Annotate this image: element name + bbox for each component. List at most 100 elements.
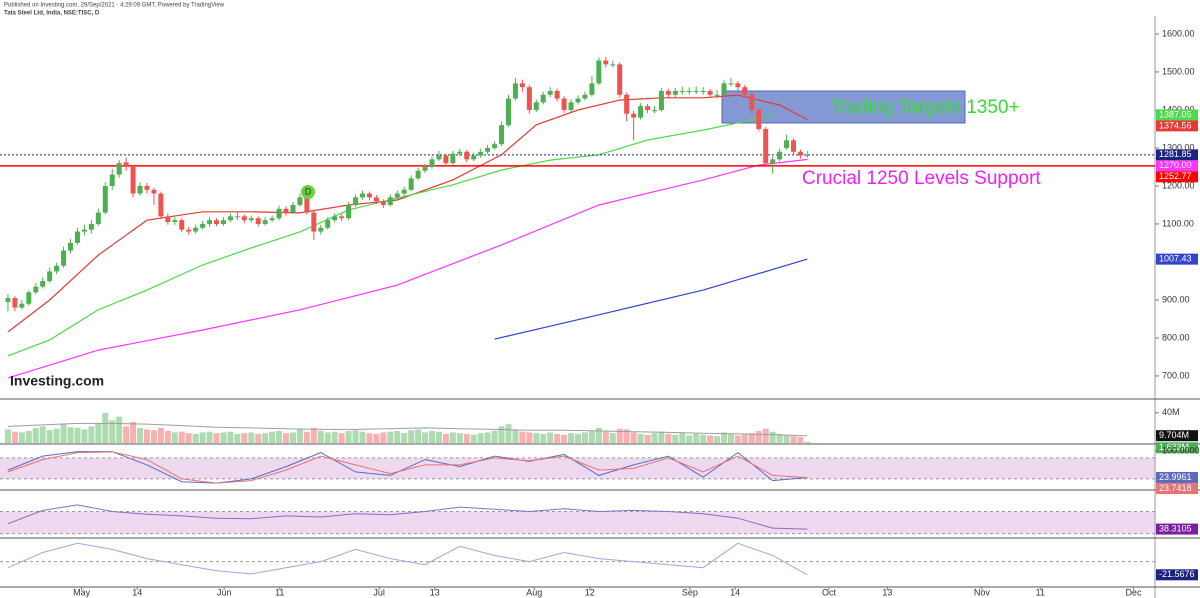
y-tick-label: 1100.00: [1162, 218, 1194, 228]
volume-bar: [651, 433, 658, 443]
volume-bar: [575, 433, 581, 443]
volume-bar: [53, 428, 60, 443]
y-tick-label: 900.00: [1162, 294, 1190, 304]
volume-bar: [171, 432, 178, 443]
volume-bar: [415, 429, 422, 443]
candle-body: [784, 140, 790, 148]
band: [0, 511, 1155, 534]
candle-body: [742, 87, 748, 95]
volume-bar: [18, 432, 25, 443]
candle-body: [728, 83, 734, 85]
candle-body: [186, 229, 192, 232]
candle-body: [492, 144, 498, 148]
candle-body: [311, 212, 317, 232]
volume-bar: [380, 432, 387, 443]
x-tick-label: 14: [132, 587, 142, 597]
candle-body: [582, 94, 588, 99]
candle-body: [464, 151, 470, 160]
volume-bar: [324, 432, 331, 443]
candle-body: [651, 109, 657, 111]
candle-body: [207, 220, 213, 224]
candle-body: [735, 83, 741, 88]
price-tag-label: 23.7418: [1159, 483, 1192, 493]
volume-bar: [130, 421, 137, 443]
volume-bar: [672, 434, 679, 443]
candle-body: [290, 204, 296, 213]
candle-body: [721, 83, 727, 95]
candle-body: [220, 220, 226, 224]
candle-body: [568, 102, 574, 110]
volume-bar: [526, 432, 533, 443]
volume-bar: [442, 433, 449, 443]
annotation: Crucial 1250 Levels Support: [802, 168, 1041, 189]
candle-body: [47, 271, 53, 281]
volume-bar: [408, 430, 415, 443]
candle-body: [359, 193, 365, 198]
volume-bar: [401, 433, 408, 443]
volume-bar: [157, 427, 164, 443]
volume-bar: [714, 436, 721, 443]
volume-bar: [762, 428, 769, 443]
volume-bar: [748, 433, 755, 443]
candle-body: [478, 151, 484, 156]
volume-bar: [429, 430, 436, 443]
candle-body: [297, 197, 303, 205]
candle-body: [74, 231, 80, 243]
volume-bar: [143, 429, 150, 443]
x-tick-label: 11: [275, 587, 284, 597]
candle-body: [200, 223, 206, 228]
moving-average: [494, 258, 808, 340]
candle-body: [401, 189, 407, 194]
volume-bar: [727, 433, 734, 443]
candle-body: [770, 159, 776, 164]
volume-bar: [741, 434, 748, 443]
stoch-line: [7, 451, 808, 484]
y-tick-label: 1500.00: [1162, 66, 1195, 76]
volume-bar: [109, 420, 116, 443]
volume-bar: [269, 431, 276, 443]
candle-body: [54, 265, 60, 272]
price-tag: [1156, 109, 1198, 121]
candle-body: [665, 90, 671, 95]
candle-body: [485, 147, 491, 152]
volume-bar: [679, 433, 686, 443]
volume-bar: [700, 434, 707, 443]
price-tag-label: 1007.43: [1159, 254, 1192, 264]
volume-bar: [88, 426, 95, 443]
candle-body: [12, 298, 18, 308]
candle-body: [408, 178, 414, 190]
volume-bar: [46, 430, 53, 443]
volume-bar: [769, 431, 776, 443]
candle-body: [193, 227, 199, 232]
volume-bar: [102, 412, 109, 443]
candle-body: [686, 90, 692, 92]
volume-bar: [554, 433, 561, 443]
volume-bar: [331, 431, 338, 443]
y-tick-label: 100.0000: [1162, 445, 1200, 455]
volume-bar: [206, 431, 213, 443]
dividend-marker: [301, 185, 315, 199]
y-tick-label: 1600.00: [1162, 28, 1195, 38]
volume-bar: [581, 432, 588, 443]
price-tag: [1156, 442, 1198, 454]
volume-bar: [296, 429, 303, 443]
volume-bar: [644, 434, 651, 443]
volume-bar: [234, 433, 241, 443]
x-tick-label: Sep: [682, 587, 698, 597]
candle-body: [450, 153, 456, 164]
logo: Investing.com: [10, 373, 104, 389]
candle-body: [144, 185, 150, 190]
candle-body: [422, 166, 428, 171]
candle-body: [763, 128, 769, 164]
candle-body: [325, 220, 331, 228]
volume-bar: [81, 429, 88, 443]
price-tag: [1156, 149, 1198, 161]
candle-body: [547, 90, 553, 95]
candle-body: [791, 140, 797, 152]
volume-bar: [241, 433, 248, 443]
price-tag: [1156, 471, 1198, 483]
volume-bar: [192, 433, 199, 443]
volume-bar: [720, 432, 727, 443]
volume-bar: [373, 433, 380, 443]
candle-body: [638, 106, 644, 118]
